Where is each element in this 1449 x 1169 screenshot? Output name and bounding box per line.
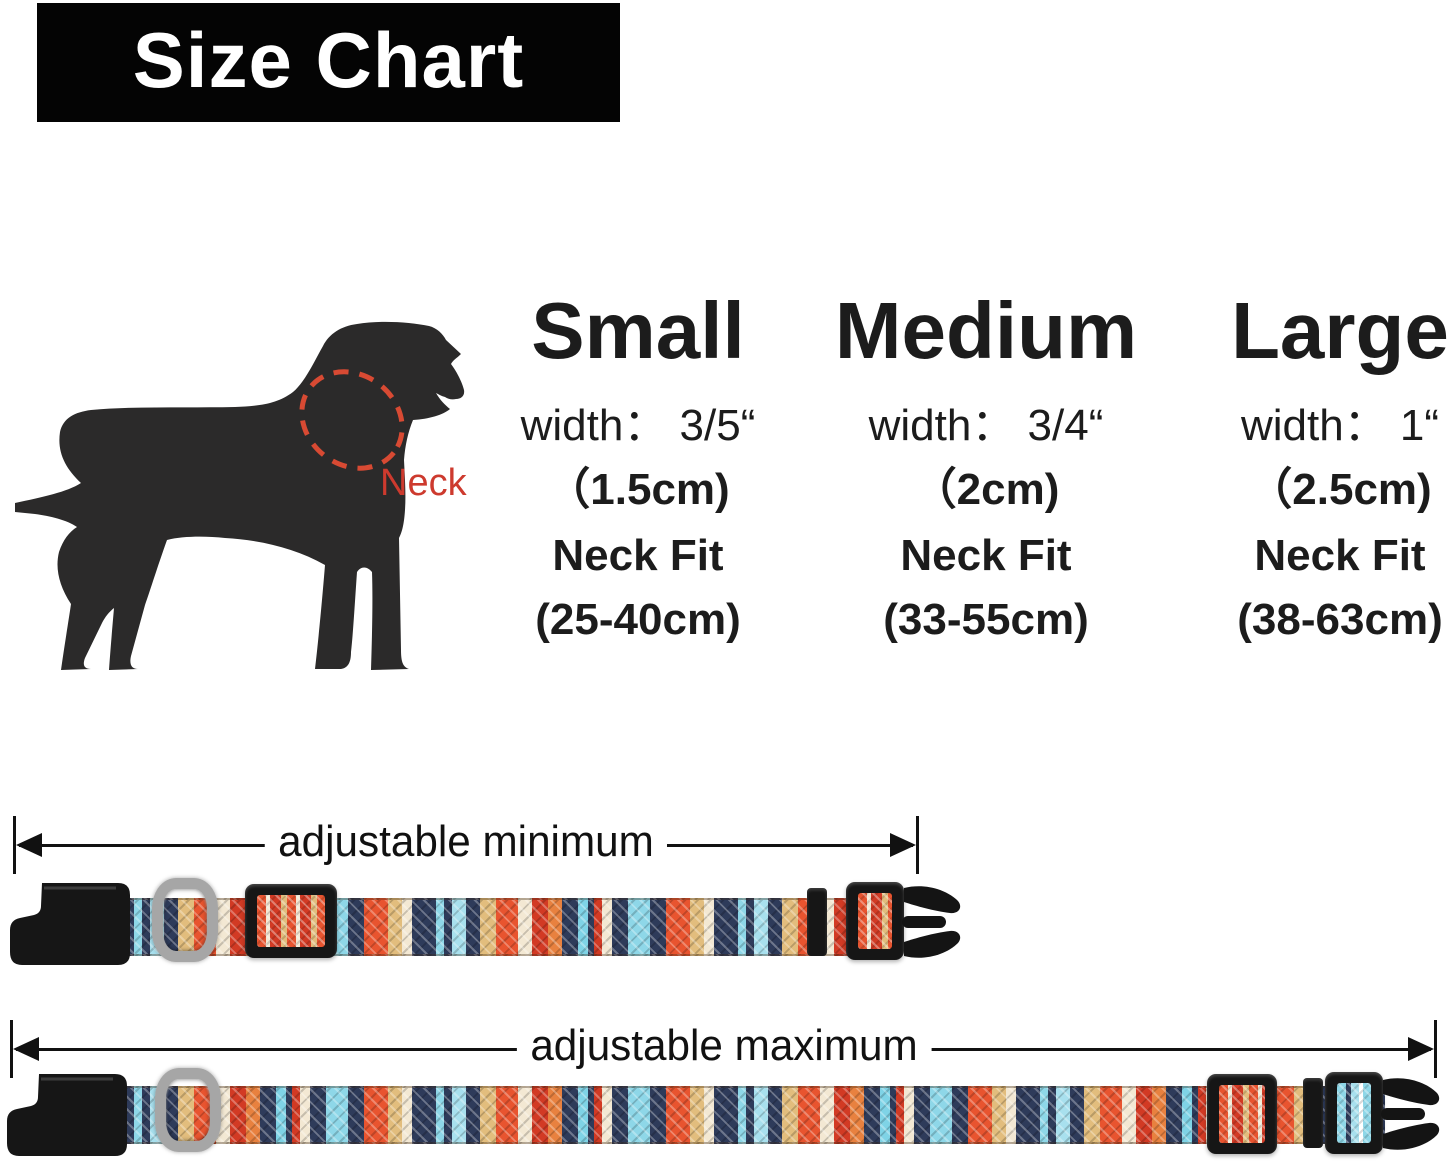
d-ring bbox=[155, 1068, 221, 1152]
measure-arrow-minimum: adjustable minimum bbox=[13, 816, 919, 874]
tri-glide-slider bbox=[1207, 1074, 1277, 1154]
page-title: Size Chart bbox=[132, 16, 525, 104]
measure-tick-right bbox=[1434, 1020, 1437, 1078]
buckle-female bbox=[7, 1074, 127, 1156]
measure-tick-left bbox=[13, 816, 16, 874]
buckle-male-body bbox=[1325, 1072, 1383, 1154]
buckle-male-prongs bbox=[902, 886, 961, 958]
dog-silhouette bbox=[15, 321, 465, 670]
size-fit-range: (25-40cm) bbox=[535, 595, 741, 644]
arrowhead-right-icon bbox=[1408, 1037, 1434, 1061]
collar-webbing bbox=[120, 898, 900, 956]
collar-keeper bbox=[807, 888, 827, 956]
arrowhead-right-icon bbox=[890, 833, 916, 857]
slider-window bbox=[1219, 1085, 1265, 1143]
size-name: Small bbox=[531, 286, 745, 375]
collar-minimum bbox=[8, 876, 964, 968]
measure-arrow-maximum: adjustable maximum bbox=[10, 1020, 1437, 1078]
measure-label-maximum: adjustable maximum bbox=[516, 1021, 931, 1071]
size-width-cm: （1.5cm) bbox=[546, 465, 730, 514]
size-width: width： 3/4“ bbox=[868, 401, 1104, 450]
size-name: Large bbox=[1231, 286, 1449, 375]
size-fit-label: Neck Fit bbox=[552, 531, 724, 580]
collar-keeper bbox=[1303, 1078, 1323, 1148]
size-width-cm: （2.5cm) bbox=[1248, 465, 1432, 514]
measure-tick-left bbox=[10, 1020, 13, 1078]
measure-label-minimum: adjustable minimum bbox=[264, 817, 668, 867]
buckle-male-body bbox=[846, 882, 904, 960]
size-column-small: Small width： 3/5“ （1.5cm) Neck Fit (25-4… bbox=[462, 286, 814, 645]
neck-label: Neck bbox=[380, 462, 467, 504]
dog-figure: Neck bbox=[5, 320, 470, 692]
size-fit-label: Neck Fit bbox=[1254, 531, 1426, 580]
slider-window bbox=[257, 895, 325, 947]
size-column-medium: Medium width： 3/4“ （2cm) Neck Fit (33-55… bbox=[810, 286, 1162, 645]
size-width: width： 1“ bbox=[1240, 401, 1440, 450]
buckle-male-prongs bbox=[1381, 1078, 1440, 1150]
size-fit-range: (38-63cm) bbox=[1237, 595, 1443, 644]
size-name: Medium bbox=[834, 286, 1138, 375]
size-column-large: Large width： 1“ （2.5cm) Neck Fit (38-63c… bbox=[1164, 286, 1449, 645]
arrowhead-left-icon bbox=[16, 833, 42, 857]
dog-silhouette-graphic bbox=[15, 321, 465, 670]
size-width: width： 3/5“ bbox=[520, 401, 756, 450]
buckle-window bbox=[1337, 1083, 1371, 1143]
neck-measure-circle bbox=[299, 369, 405, 471]
collar-webbing bbox=[120, 1086, 1385, 1144]
size-fit-label: Neck Fit bbox=[900, 531, 1072, 580]
measure-tick-right bbox=[916, 816, 919, 874]
buckle-window bbox=[858, 893, 892, 949]
size-fit-range: (33-55cm) bbox=[883, 595, 1089, 644]
size-width-cm: （2cm) bbox=[912, 465, 1060, 514]
title-box: Size Chart bbox=[37, 3, 620, 122]
collar-maximum bbox=[5, 1068, 1445, 1169]
d-ring bbox=[152, 878, 218, 962]
arrowhead-left-icon bbox=[13, 1037, 39, 1061]
tri-glide-slider bbox=[245, 884, 337, 958]
buckle-female bbox=[10, 883, 130, 965]
